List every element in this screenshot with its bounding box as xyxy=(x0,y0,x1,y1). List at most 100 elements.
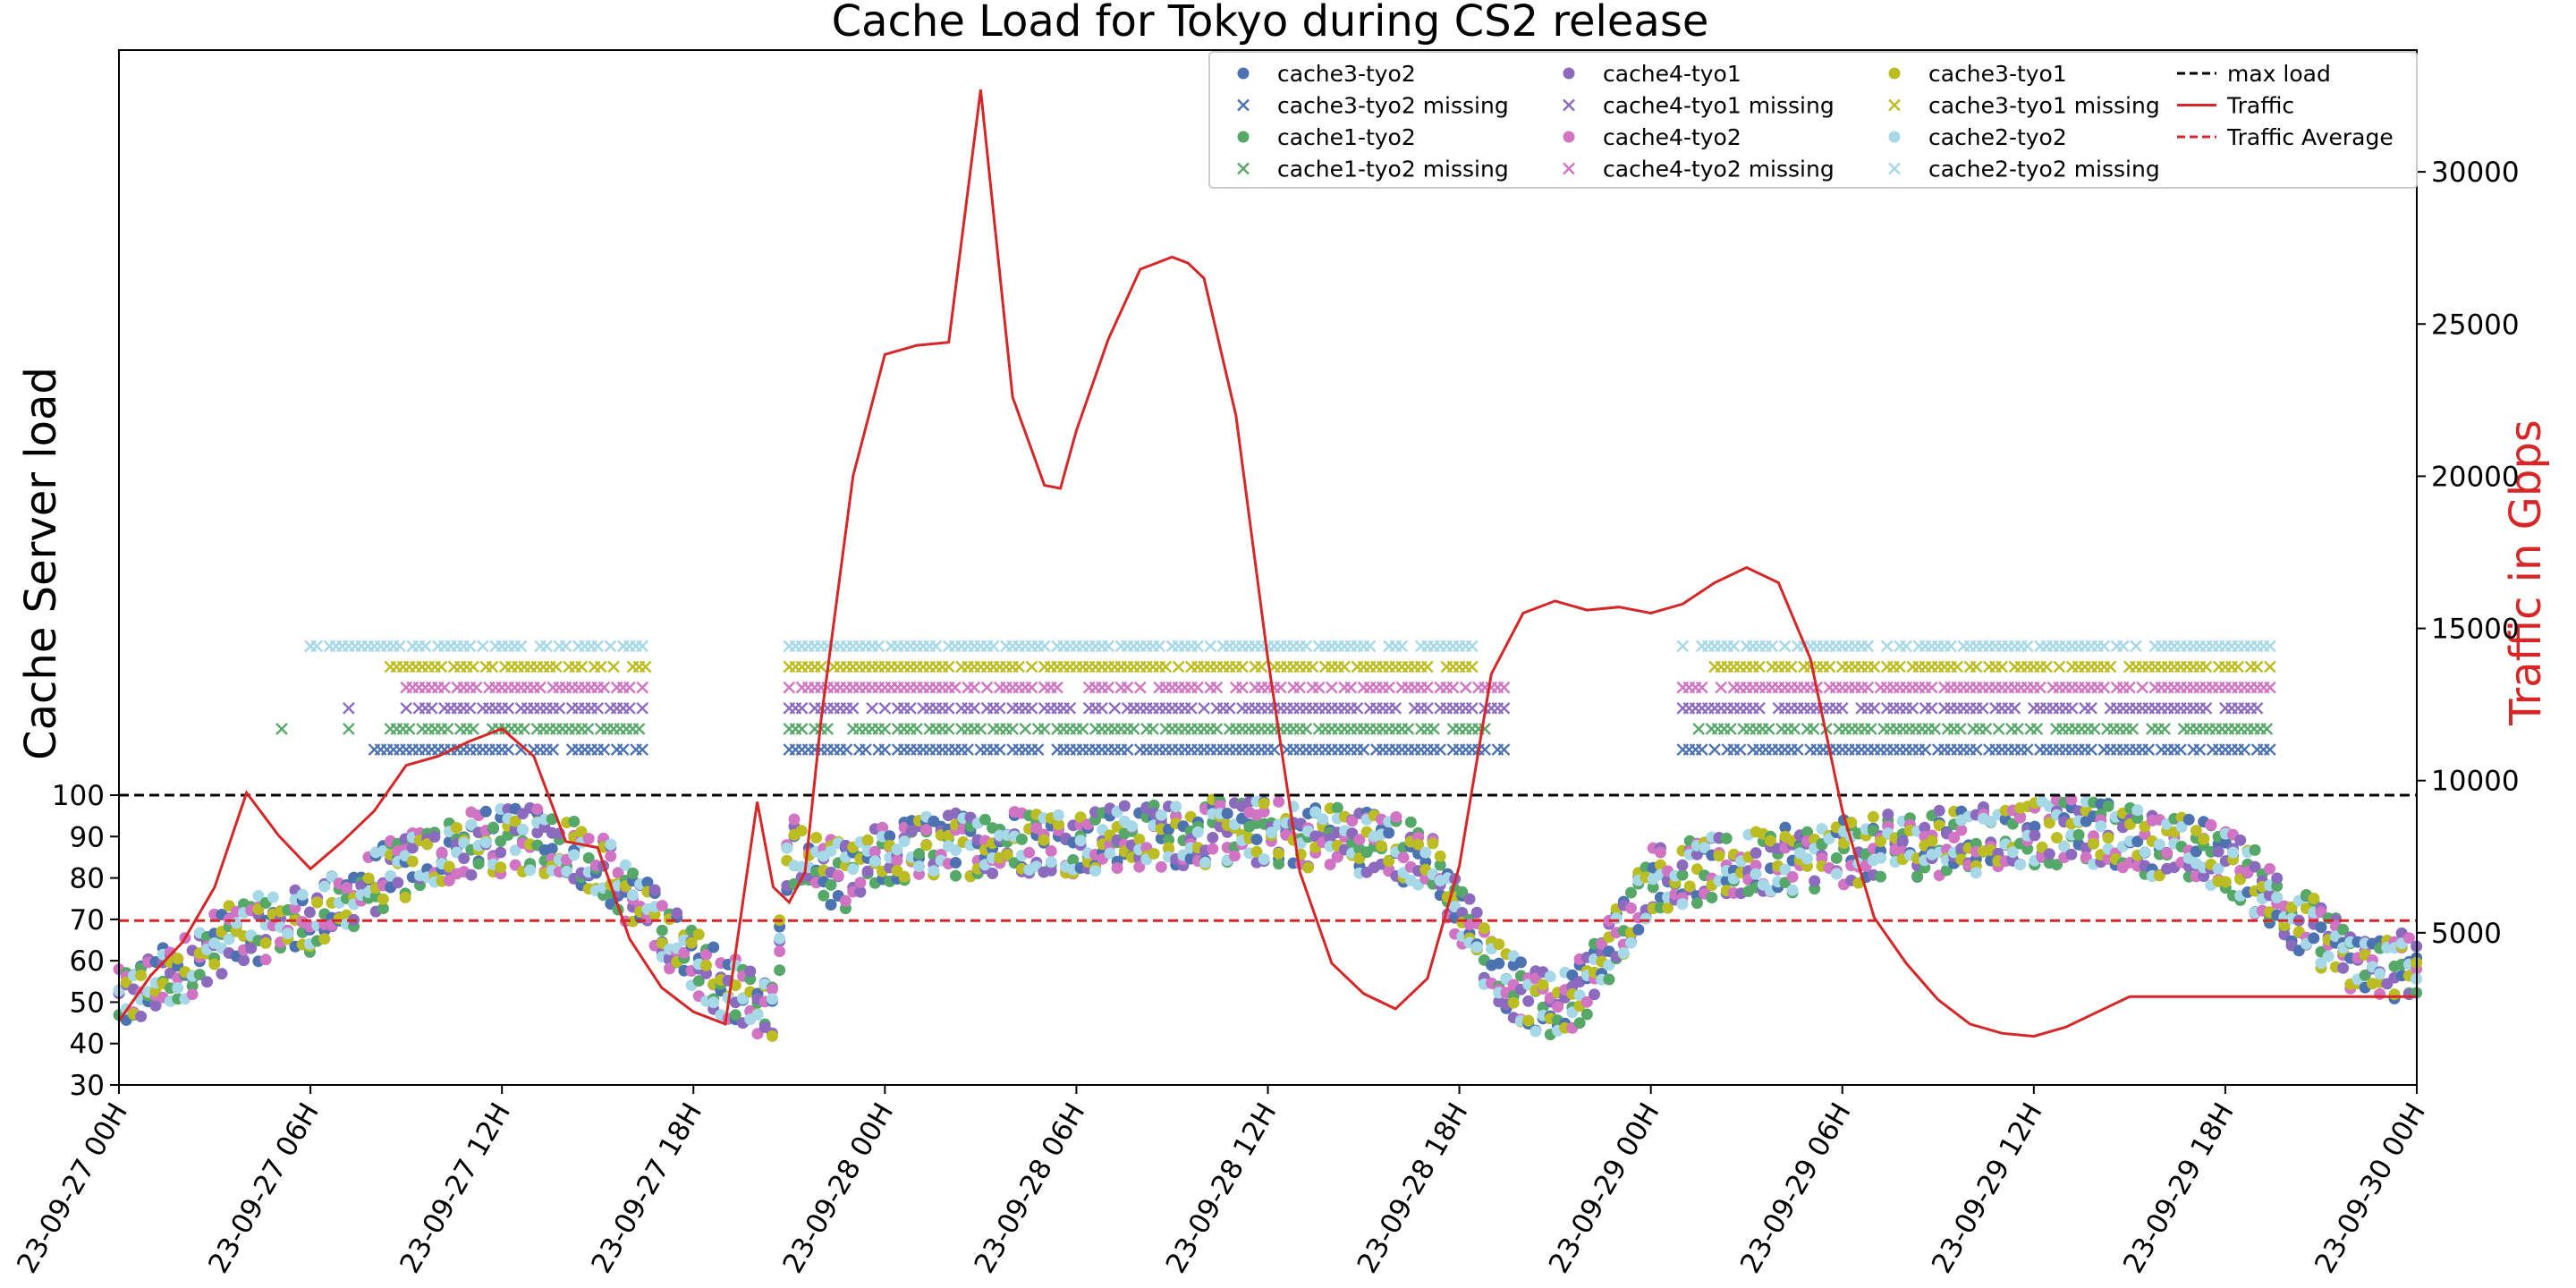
missing-marker xyxy=(1191,681,1204,694)
missing-marker xyxy=(616,743,630,756)
missing-marker xyxy=(1466,660,1479,674)
load-point xyxy=(1690,897,1703,910)
load-point xyxy=(1544,970,1556,983)
missing-marker xyxy=(1025,681,1038,694)
missing-marker xyxy=(1383,681,1395,694)
missing-marker xyxy=(2250,660,2264,674)
load-point xyxy=(2014,811,2026,824)
missing-marker xyxy=(1025,660,1038,674)
load-point xyxy=(1676,859,1689,871)
load-point xyxy=(546,843,558,855)
missing-marker xyxy=(1861,681,1875,694)
missing-marker xyxy=(1762,723,1775,735)
missing-marker xyxy=(968,701,981,715)
load-point xyxy=(399,891,411,903)
load-point xyxy=(898,835,911,848)
missing-marker xyxy=(2088,723,2101,735)
missing-marker xyxy=(1063,701,1077,715)
missing-marker xyxy=(540,640,553,653)
load-point xyxy=(700,948,712,961)
load-point xyxy=(1470,906,1483,919)
missing-marker xyxy=(1159,660,1173,674)
missing-marker xyxy=(1127,723,1140,735)
missing-marker xyxy=(632,723,646,735)
load-point xyxy=(1493,938,1505,951)
chart-title: Cache Load for Tokyo during CS2 release xyxy=(832,0,1709,47)
load-point xyxy=(1552,1001,1563,1013)
load-point xyxy=(2021,843,2034,855)
load-point xyxy=(568,849,580,861)
load-point xyxy=(1456,907,1469,919)
missing-marker xyxy=(1695,743,1708,756)
missing-marker xyxy=(1695,681,1708,694)
load-point xyxy=(1309,806,1322,818)
missing-marker xyxy=(591,701,605,715)
load-point xyxy=(1706,892,1718,903)
load-point xyxy=(2190,825,2202,837)
load-point xyxy=(1126,820,1138,833)
missing-marker xyxy=(1823,660,1836,674)
missing-marker xyxy=(821,723,834,735)
load-point xyxy=(1052,809,1064,821)
missing-marker xyxy=(636,681,649,694)
load-point xyxy=(582,833,595,845)
missing-marker xyxy=(840,743,853,756)
load-point xyxy=(1346,815,1359,827)
missing-marker xyxy=(2126,723,2140,735)
load-point xyxy=(1023,846,1036,859)
legend-label: cache1-tyo2 missing xyxy=(1277,157,1509,182)
load-point xyxy=(2337,962,2350,974)
load-point xyxy=(1875,835,1887,848)
missing-marker xyxy=(1326,681,1338,694)
load-point xyxy=(1647,881,1659,894)
load-point xyxy=(2219,876,2232,888)
load-point xyxy=(1258,797,1270,809)
missing-marker xyxy=(1428,723,1440,735)
load-point xyxy=(1911,870,1924,882)
missing-marker xyxy=(1306,660,1319,674)
missing-marker xyxy=(1894,660,1906,674)
missing-marker xyxy=(402,723,416,735)
load-point xyxy=(2161,847,2174,860)
missing-marker xyxy=(343,723,355,735)
missing-marker xyxy=(2104,660,2117,674)
missing-marker xyxy=(1267,743,1281,756)
missing-marker xyxy=(636,743,649,756)
missing-marker xyxy=(1900,640,1912,653)
load-point xyxy=(825,878,837,891)
load-point xyxy=(1720,832,1733,844)
load-point xyxy=(1779,863,1792,876)
load-point xyxy=(1302,861,1314,874)
load-point xyxy=(1273,858,1285,870)
load-point xyxy=(568,816,580,827)
load-point xyxy=(1258,806,1270,818)
legend: cache3-tyo2 cache3-tyo2 missing cache1-tyo… xyxy=(1208,51,2418,189)
missing-marker xyxy=(1497,701,1511,715)
load-point xyxy=(766,1030,778,1042)
load-point xyxy=(1052,818,1064,831)
load-point xyxy=(186,988,199,1001)
load-point xyxy=(766,983,778,996)
missing-marker xyxy=(594,660,607,674)
missing-marker xyxy=(2174,743,2187,756)
load-point xyxy=(1662,902,1674,914)
load-point xyxy=(1155,860,1167,873)
load-point xyxy=(2212,862,2224,875)
load-point xyxy=(1845,817,1858,828)
load-point xyxy=(1779,821,1792,834)
missing-marker xyxy=(1807,723,1820,735)
legend-label: cache2-tyo2 missing xyxy=(1928,157,2160,182)
load-point xyxy=(2322,950,2334,962)
load-point xyxy=(201,976,213,988)
load-point xyxy=(781,842,793,854)
y-tick-label: 70 xyxy=(70,904,105,936)
missing-marker xyxy=(1733,743,1747,756)
load-point xyxy=(2029,829,2041,842)
load-point xyxy=(1118,800,1131,812)
load-point xyxy=(832,869,844,882)
load-point xyxy=(2264,862,2275,875)
missing-marker xyxy=(1421,660,1434,674)
load-point xyxy=(737,993,750,1005)
missing-marker xyxy=(1459,681,1472,694)
load-point xyxy=(259,936,272,949)
